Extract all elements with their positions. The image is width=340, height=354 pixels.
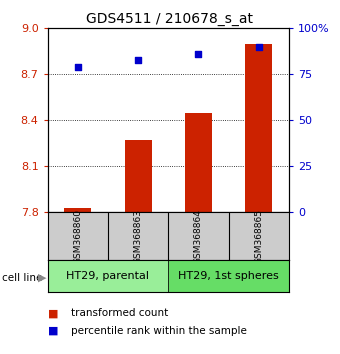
Text: ■: ■ <box>48 308 58 318</box>
Point <box>75 64 81 70</box>
Text: GSM368864: GSM368864 <box>194 209 203 264</box>
Text: HT29, 1st spheres: HT29, 1st spheres <box>178 271 279 281</box>
Text: GSM368860: GSM368860 <box>73 209 82 264</box>
Bar <box>48 260 168 292</box>
Text: HT29, parental: HT29, parental <box>66 271 150 281</box>
Text: GSM368863: GSM368863 <box>134 209 142 264</box>
Bar <box>245 44 272 212</box>
Text: ▶: ▶ <box>38 273 47 283</box>
Text: GSM368865: GSM368865 <box>254 209 263 264</box>
Text: GDS4511 / 210678_s_at: GDS4511 / 210678_s_at <box>86 12 254 27</box>
Point <box>196 51 201 57</box>
Bar <box>124 140 152 212</box>
Text: cell line: cell line <box>2 273 42 283</box>
Text: percentile rank within the sample: percentile rank within the sample <box>71 326 247 336</box>
Bar <box>168 260 289 292</box>
Text: transformed count: transformed count <box>71 308 169 318</box>
Point <box>135 57 141 62</box>
Bar <box>64 208 91 212</box>
Text: ■: ■ <box>48 326 58 336</box>
Point <box>256 44 261 50</box>
Bar <box>185 113 212 212</box>
